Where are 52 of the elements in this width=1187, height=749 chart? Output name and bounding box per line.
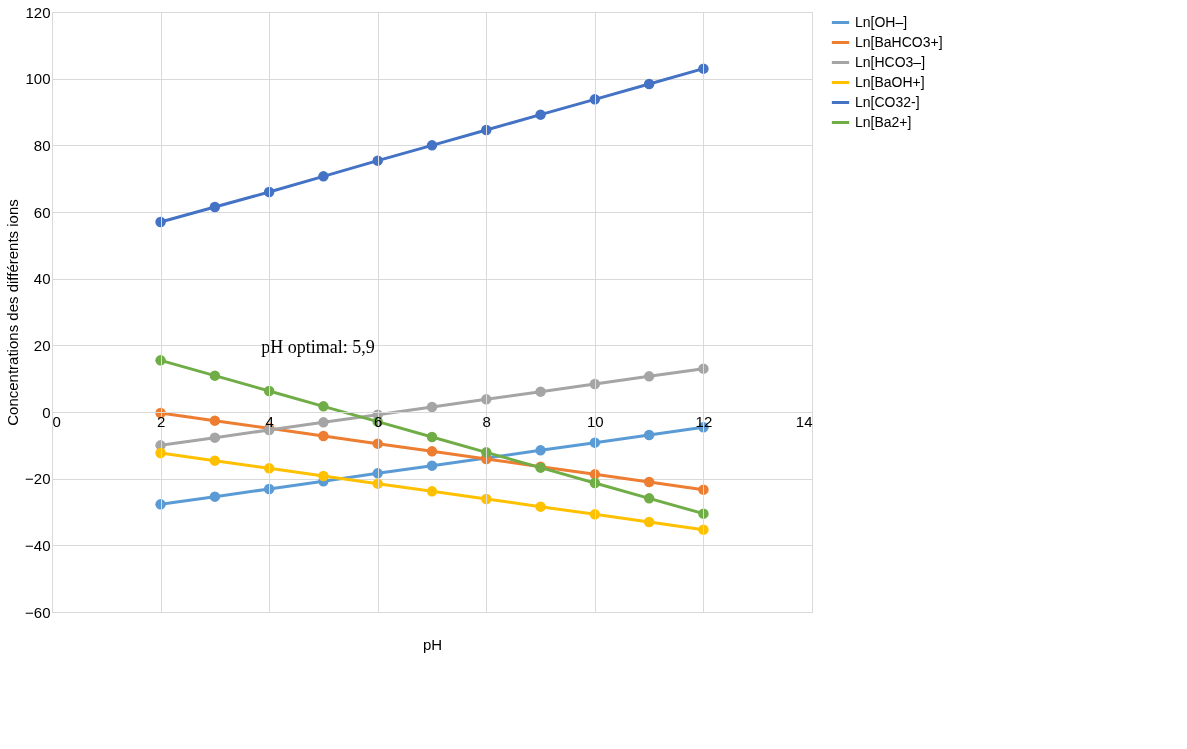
point [643,516,655,528]
x-tick-label: 12 [695,412,713,430]
x-tick-label: 2 [156,412,166,430]
point [318,430,329,442]
point [155,499,166,510]
point [535,109,546,120]
legend-label: Ln[BaOH+] [855,73,925,90]
point [209,370,221,381]
point [426,460,438,471]
y-tick-label: 100 [25,70,51,88]
point [318,417,329,428]
y-tick-label: 40 [33,270,51,288]
point [155,355,166,366]
point [426,140,438,151]
x-axis-title: pH [422,635,443,653]
point [643,429,655,441]
y-axis-title: Concentrations des différents ions [4,199,22,426]
point [426,431,438,443]
legend-label: Ln[HCO3–] [855,53,926,70]
y-tick-label: 120 [25,3,51,21]
point [318,171,329,182]
point [535,386,546,397]
point [426,486,438,497]
y-tick-label: −40 [25,536,51,554]
point [643,476,655,488]
point [643,371,655,382]
point [318,401,329,412]
y-tick-label: 20 [33,336,51,354]
point [426,401,438,413]
x-tick-label: 8 [482,412,491,430]
point [318,470,329,482]
legend-label: Ln[CO32-] [855,93,920,110]
y-tick-label: −20 [25,470,51,488]
legend-label: Ln[OH–] [855,13,908,30]
legend-label: Ln[BaHCO3+] [855,33,943,50]
y-tick-label: −60 [25,603,51,621]
point [209,415,221,426]
point [643,493,655,504]
legend-label: Ln[Ba2+] [855,113,912,130]
y-tick-label: 80 [33,136,51,154]
point [209,432,221,443]
x-tick-label: 10 [587,412,604,430]
point [209,201,221,213]
point [209,491,221,502]
point [643,78,655,90]
point [535,445,546,456]
y-tick-label: 60 [33,203,51,221]
point [535,501,546,512]
annotation: pH optimal: 5,9 [261,337,375,357]
point [209,455,221,466]
point [426,446,438,457]
x-tick-label: 14 [795,412,813,430]
